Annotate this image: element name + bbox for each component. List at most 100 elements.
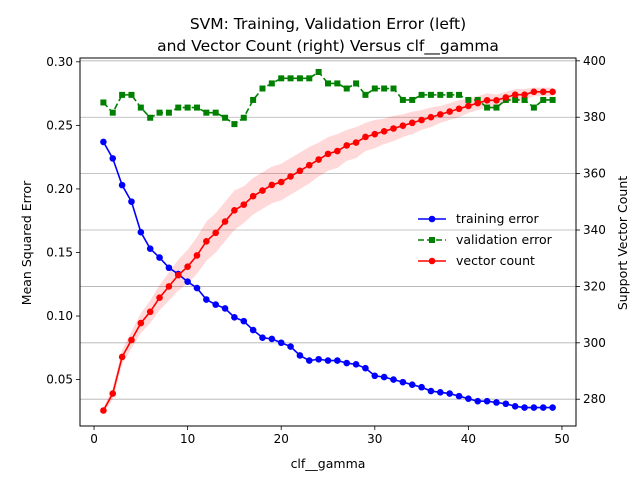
axes: 0 10 20 30 40 50 0.05 0.10 0.15 0.20 0.25 0.30 280 30… bbox=[46, 54, 606, 446]
vector-count-point bbox=[193, 252, 201, 259]
validation-error-point bbox=[437, 91, 444, 98]
x-tick-label: 40 bbox=[461, 432, 476, 446]
right-y-tick-label: 320 bbox=[583, 279, 606, 293]
training-error-point bbox=[203, 296, 210, 303]
validation-error-point bbox=[193, 104, 200, 111]
x-tick-label: 0 bbox=[90, 432, 98, 446]
plot-frame bbox=[79, 57, 577, 427]
left-y-tick-label: 0.30 bbox=[46, 55, 73, 69]
validation-error-point bbox=[231, 121, 238, 128]
training-error-point bbox=[380, 373, 388, 381]
series-layer bbox=[100, 68, 556, 414]
x-tick-label: 30 bbox=[367, 432, 382, 446]
validation-error-point bbox=[456, 91, 463, 98]
training-error-point bbox=[408, 381, 416, 388]
x-axis-label: clf__gamma bbox=[291, 456, 366, 471]
vector-count-point bbox=[315, 156, 322, 163]
vector-count-point bbox=[259, 187, 266, 194]
validation-error-point bbox=[250, 96, 257, 103]
right-y-tick-label: 300 bbox=[583, 336, 606, 350]
vector-count-point bbox=[343, 142, 351, 149]
validation-error-point bbox=[371, 85, 378, 92]
confidence-band bbox=[103, 87, 553, 414]
vector-count-point bbox=[530, 88, 538, 96]
validation-error-point bbox=[259, 85, 266, 92]
legend-label: validation error bbox=[456, 232, 553, 247]
training-error-point bbox=[437, 389, 444, 396]
vector-count-point bbox=[418, 116, 425, 124]
training-error-point bbox=[259, 334, 266, 341]
training-error-point bbox=[343, 359, 351, 367]
training-error-point bbox=[315, 355, 322, 363]
vector-count-point bbox=[212, 229, 219, 237]
vector-count-point bbox=[231, 206, 238, 214]
vector-count-point bbox=[221, 218, 229, 225]
vector-count-point bbox=[296, 167, 304, 175]
vector-count-point bbox=[287, 173, 294, 180]
training-error-point bbox=[100, 138, 107, 146]
training-error-point bbox=[109, 155, 117, 162]
training-error-point bbox=[549, 404, 556, 411]
validation-error-point bbox=[156, 109, 163, 116]
validation-error-point bbox=[465, 96, 472, 103]
right-y-tick-label: 360 bbox=[583, 167, 606, 181]
training-error-point bbox=[483, 397, 491, 405]
validation-error-point bbox=[343, 85, 350, 92]
vector-count-point bbox=[277, 178, 285, 186]
vector-count-point bbox=[174, 271, 182, 279]
training-error-point bbox=[287, 343, 294, 350]
right-y-tick-label: 400 bbox=[583, 54, 606, 68]
vector-count-point bbox=[539, 88, 547, 96]
vector-count-point bbox=[446, 108, 453, 115]
chart-title: SVM: Training, Validation Error (left) a… bbox=[157, 15, 499, 56]
legend-marker bbox=[428, 257, 436, 265]
training-error-point bbox=[371, 372, 379, 380]
legend-marker bbox=[429, 237, 435, 243]
training-error-point bbox=[493, 399, 500, 406]
training-error-point bbox=[324, 357, 332, 364]
validation-error-point bbox=[268, 80, 275, 87]
vector-count-point bbox=[305, 161, 313, 169]
left-y-tick-label: 0.25 bbox=[46, 118, 73, 132]
validation-error-point bbox=[278, 75, 285, 82]
validation-error-point bbox=[325, 80, 331, 87]
validation-error-point bbox=[109, 109, 116, 116]
training-error-point bbox=[465, 395, 472, 402]
validation-error-point bbox=[175, 104, 182, 111]
vector-count-point bbox=[156, 294, 163, 301]
right-y-tick-label: 340 bbox=[583, 223, 606, 237]
right-y-tick-label: 280 bbox=[583, 392, 606, 406]
x-tick-label: 50 bbox=[554, 432, 569, 446]
vector-count-point bbox=[408, 119, 416, 127]
validation-error-point bbox=[446, 91, 453, 98]
vector-count-point bbox=[474, 99, 482, 107]
vector-count-point bbox=[511, 91, 519, 98]
vector-count-point bbox=[352, 139, 360, 146]
validation-error-point bbox=[353, 80, 360, 87]
training-error-point bbox=[455, 392, 463, 400]
validation-error-point bbox=[334, 80, 341, 87]
right-y-axis-label: Support Vector Count bbox=[615, 176, 630, 310]
training-error-point bbox=[212, 301, 219, 308]
validation-error-point bbox=[549, 96, 556, 103]
vector-count-point bbox=[128, 336, 135, 344]
training-error-point bbox=[137, 228, 145, 236]
validation-error-point bbox=[306, 75, 313, 82]
training-error-point bbox=[268, 335, 276, 343]
legend-label: training error bbox=[456, 211, 540, 226]
vector-count-point bbox=[437, 111, 444, 118]
validation-error-point bbox=[128, 91, 135, 98]
training-error-point bbox=[249, 326, 257, 334]
vector-count-point bbox=[240, 201, 248, 208]
validation-error-point bbox=[100, 99, 107, 106]
vector-count-point bbox=[268, 181, 276, 189]
vector-count-point bbox=[399, 122, 407, 129]
training-error-point bbox=[474, 397, 482, 405]
validation-error-point bbox=[147, 114, 154, 121]
vector-count-point bbox=[455, 105, 463, 113]
gridlines bbox=[80, 60, 576, 400]
validation-error-point bbox=[512, 96, 519, 103]
vector-count-point bbox=[483, 96, 491, 104]
validation-error-point bbox=[184, 104, 191, 111]
training-error-point bbox=[352, 361, 360, 368]
